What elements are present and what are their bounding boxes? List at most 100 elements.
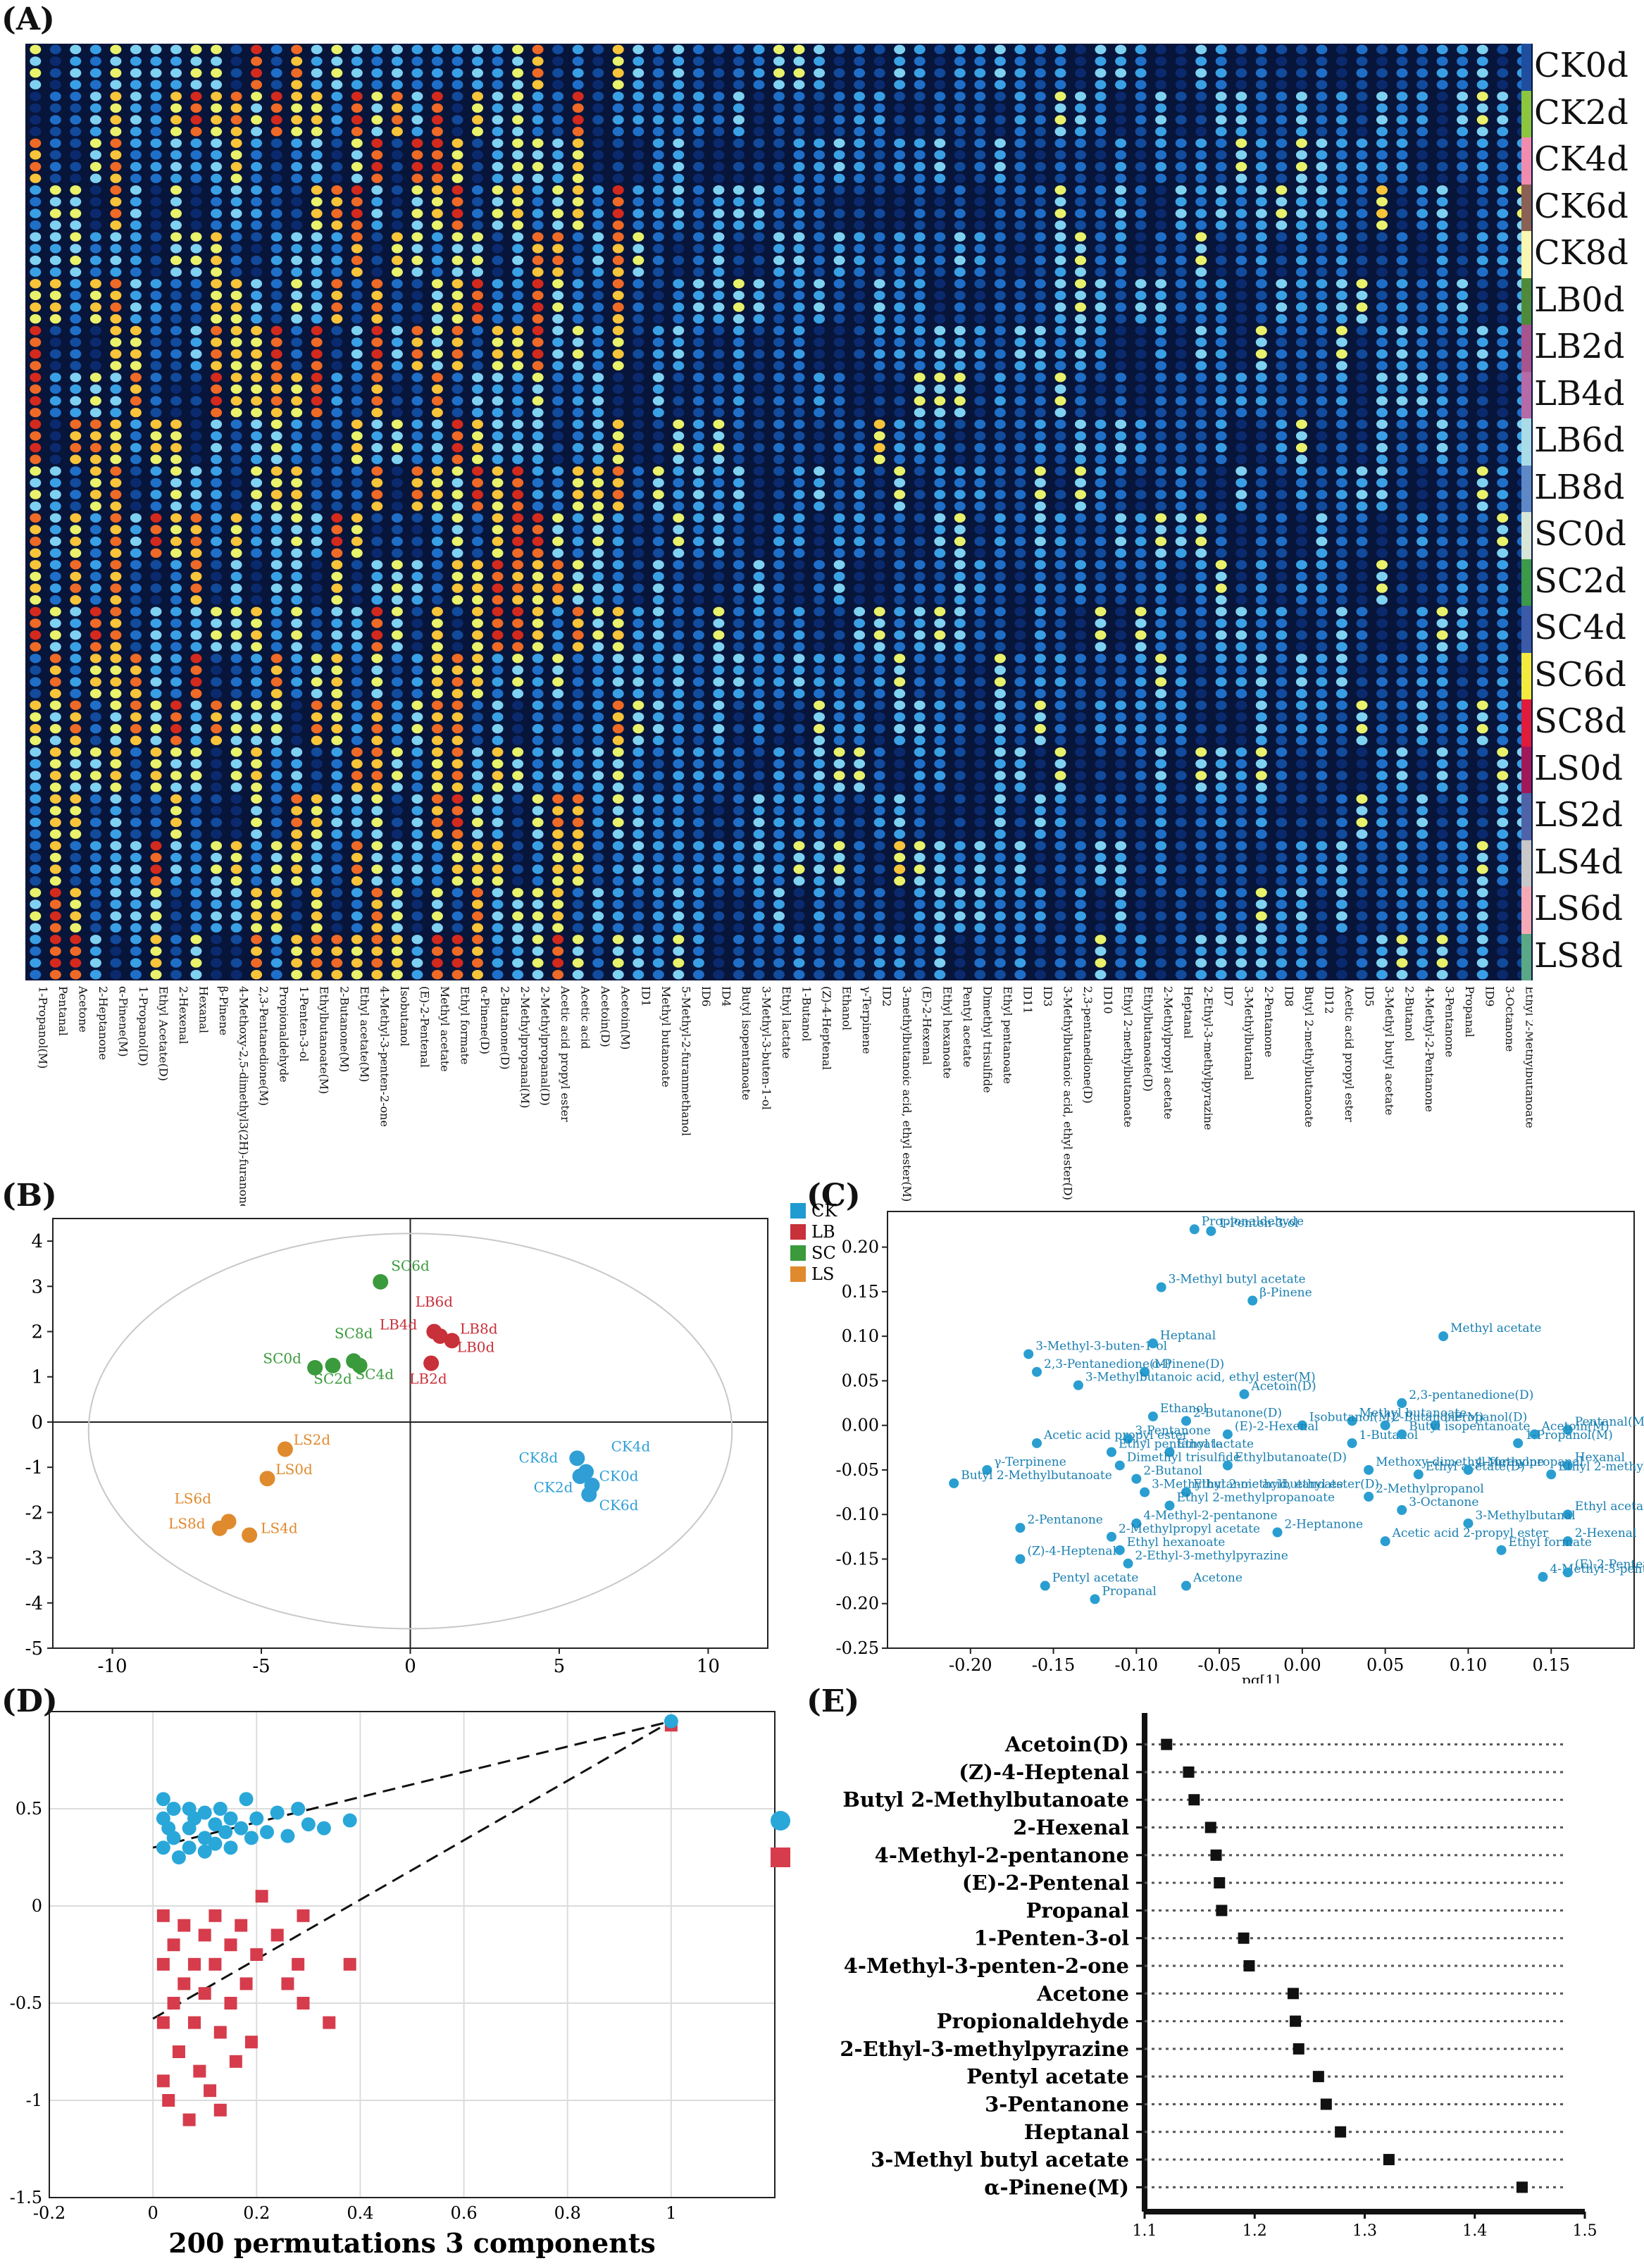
heatmap-spot: [1235, 442, 1247, 453]
heatmap-spot: [1034, 373, 1046, 382]
heatmap-spot: [1054, 44, 1066, 54]
heatmap-spot: [954, 396, 966, 406]
heatmap-spot: [270, 197, 282, 207]
heatmap-spot: [753, 677, 765, 687]
heatmap-spot: [1416, 92, 1428, 101]
heatmap-spot: [1295, 197, 1307, 207]
heatmap-spot: [733, 103, 745, 113]
heatmap-spot: [934, 302, 946, 312]
heatmap-spot: [512, 290, 524, 301]
heatmap-spot: [411, 220, 423, 230]
heatmap-spot: [894, 373, 906, 382]
heatmap-spot: [211, 571, 223, 582]
heatmap-spot: [1115, 44, 1127, 54]
heatmap-spot: [311, 431, 323, 441]
heatmap-spot: [1054, 115, 1066, 125]
heatmap-spot: [170, 560, 182, 570]
heatmap-spot: [1215, 630, 1227, 640]
heatmap-spot: [673, 665, 685, 675]
heatmap-spot: [612, 723, 624, 734]
heatmap-spot: [814, 185, 826, 195]
heatmap-spot: [270, 384, 282, 394]
heatmap-spot: [170, 431, 182, 441]
heatmap-spot: [954, 747, 966, 757]
heatmap-spot: [974, 700, 986, 710]
heatmap-spot: [270, 325, 282, 335]
heatmap-spot: [472, 606, 483, 616]
heatmap-spot: [974, 396, 986, 406]
heatmap-spot: [954, 525, 966, 535]
heatmap-spot: [1276, 373, 1288, 382]
heatmap-spot: [692, 478, 704, 488]
heatmap-spot: [1095, 127, 1107, 137]
heatmap-spot: [1255, 735, 1267, 745]
heatmap-spot: [1396, 255, 1408, 266]
heatmap-spot: [1335, 431, 1347, 441]
heatmap-spot: [230, 314, 242, 324]
heatmap-spot: [1195, 560, 1207, 570]
heatmap-spot: [452, 783, 463, 792]
heatmap-spot: [612, 583, 624, 593]
heatmap-spot: [854, 630, 866, 640]
heatmap-spot: [1175, 337, 1187, 347]
heatmap-spot: [733, 525, 745, 535]
heatmap-spot: [954, 513, 966, 523]
heatmap-spot: [1335, 127, 1347, 137]
heatmap-spot: [311, 220, 323, 230]
heatmap-spot: [814, 44, 826, 54]
heatmap-spot: [512, 431, 524, 441]
heatmap-spot: [873, 817, 885, 828]
heatmap-spot: [1095, 525, 1107, 535]
heatmap-spot: [833, 349, 845, 359]
heatmap-spot: [934, 197, 946, 207]
heatmap-spot: [1195, 783, 1207, 792]
heatmap-spot: [1476, 431, 1488, 441]
heatmap-spot: [1155, 103, 1167, 113]
heatmap-spot: [592, 384, 604, 394]
heatmap-spot: [512, 735, 524, 745]
heatmap-spot: [814, 700, 826, 710]
heatmap-spot: [592, 536, 604, 547]
heatmap-spot: [70, 735, 82, 745]
heatmap-spot: [1416, 419, 1428, 429]
heatmap-spot: [1416, 677, 1428, 687]
heatmap-spot: [251, 267, 263, 277]
heatmap-spot: [351, 794, 363, 804]
heatmap-spot: [1396, 68, 1408, 78]
heatmap-spot: [30, 759, 42, 769]
heatmap-spot: [1255, 267, 1267, 277]
heatmap-spot: [1476, 560, 1488, 570]
heatmap-spot: [1335, 665, 1347, 675]
heatmap-spot: [230, 783, 242, 792]
heatmap-spot: [673, 548, 685, 558]
heatmap-spot: [110, 548, 122, 558]
heatmap-spot: [934, 806, 946, 816]
heatmap-spot: [854, 817, 866, 828]
heatmap-spot: [994, 642, 1006, 652]
heatmap-spot: [934, 548, 946, 558]
heatmap-spot: [713, 794, 725, 804]
heatmap-spot: [270, 677, 282, 687]
heatmap-spot: [692, 267, 704, 277]
heatmap-spot: [1356, 115, 1368, 125]
heatmap-spot: [552, 290, 564, 301]
heatmap-spot: [1376, 466, 1388, 476]
heatmap-spot: [1416, 396, 1428, 406]
heatmap-spot: [673, 654, 685, 663]
heatmap-spot: [1457, 689, 1469, 699]
heatmap-spot: [150, 208, 162, 218]
heatmap-spot: [1195, 244, 1207, 254]
heatmap-spot: [954, 618, 966, 628]
heatmap-spot: [130, 513, 142, 523]
heatmap-spot: [994, 712, 1006, 722]
heatmap-spot: [1075, 127, 1086, 137]
heatmap-spot: [1215, 723, 1227, 734]
heatmap-spot: [873, 349, 885, 359]
heatmap-spot: [1416, 267, 1428, 277]
heatmap-spot: [994, 244, 1006, 254]
heatmap-spot: [1295, 92, 1307, 101]
heatmap-spot: [431, 279, 443, 289]
heatmap-spot: [251, 595, 263, 605]
heatmap-spot: [391, 794, 403, 804]
heatmap-spot: [934, 490, 946, 499]
